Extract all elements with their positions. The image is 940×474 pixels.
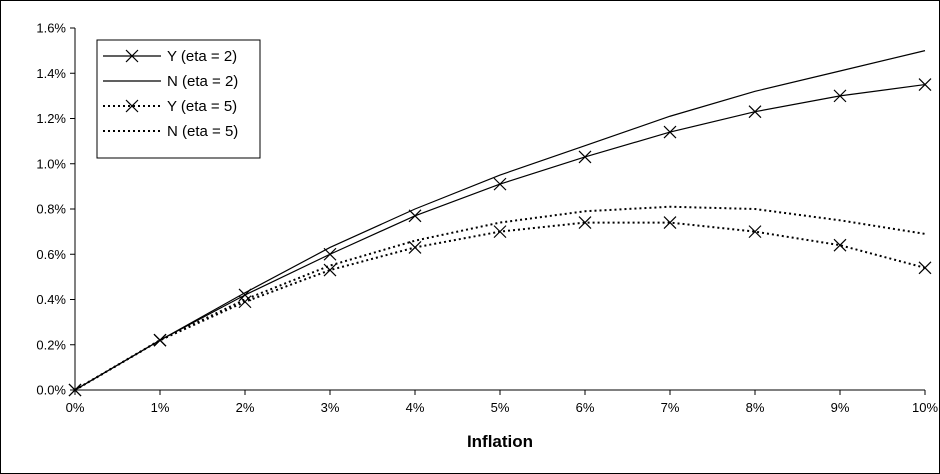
y-tick-label: 0.8% <box>36 202 66 217</box>
series-line <box>74 221 926 391</box>
y-tick-label: 1.0% <box>36 156 66 171</box>
legend: Y (eta = 2) N (eta = 2) Y (eta = 5) N (eta … <box>96 39 261 159</box>
data-point-marker <box>748 225 762 239</box>
x-tick-label: 6% <box>576 400 595 415</box>
data-point-marker <box>323 263 337 277</box>
legend-label: N (eta = 5) <box>167 123 238 140</box>
legend-item: N (eta = 5) <box>103 123 238 140</box>
legend-label: N (eta = 2) <box>167 73 238 90</box>
data-point-marker <box>663 216 677 229</box>
series-line <box>74 50 926 391</box>
data-point-marker <box>748 105 762 119</box>
legend-marker-x-icon <box>125 99 139 113</box>
data-point-marker <box>918 78 932 91</box>
x-tick-label: 7% <box>661 400 680 415</box>
data-point-marker <box>153 333 167 347</box>
data-point-marker <box>493 177 507 191</box>
y-tick-label: 1.4% <box>36 66 66 81</box>
series-y-eta-5 <box>68 216 932 397</box>
data-point-marker <box>663 125 677 139</box>
legend-box <box>96 39 261 159</box>
x-axis: 0% 1% 2% 3% 4% 5% 6% 7% 8% 9% 10% <box>66 389 938 415</box>
x-tick-label: 9% <box>831 400 850 415</box>
series-layer <box>68 50 932 397</box>
x-tick-label: 0% <box>66 400 85 415</box>
series-n-eta-5 <box>74 205 926 391</box>
legend-label: Y (eta = 2) <box>167 48 237 65</box>
x-axis-title: Inflation <box>467 432 533 451</box>
legend-marker-x-icon <box>125 49 139 63</box>
legend-item: N (eta = 2) <box>103 73 238 90</box>
data-point-marker <box>578 216 592 229</box>
data-point-marker <box>918 261 932 275</box>
data-point-marker <box>408 241 422 254</box>
data-point-marker <box>578 150 592 164</box>
y-tick-label: 0.4% <box>36 292 66 307</box>
x-tick-label: 10% <box>912 400 938 415</box>
series-line <box>74 205 926 391</box>
x-tick-label: 5% <box>491 400 510 415</box>
y-tick-label: 0.0% <box>36 383 66 398</box>
legend-item: Y (eta = 2) <box>103 48 237 65</box>
y-tick-label: 1.2% <box>36 111 66 126</box>
x-tick-label: 2% <box>236 400 255 415</box>
x-tick-label: 8% <box>746 400 765 415</box>
data-point-marker <box>408 209 422 223</box>
x-tick-label: 1% <box>151 400 170 415</box>
x-tick-label: 4% <box>406 400 425 415</box>
data-point-marker <box>833 89 847 103</box>
y-tick-label: 1.6% <box>36 21 66 36</box>
y-tick-label: 0.6% <box>36 247 66 262</box>
x-tick-label: 3% <box>321 400 340 415</box>
y-tick-label: 0.2% <box>36 337 66 352</box>
data-point-marker <box>238 295 252 309</box>
y-axis: 0.0% 0.2% 0.4% 0.6% 0.8% 1.0% 1.2% 1.4% 1.6% <box>36 21 76 398</box>
data-point-marker <box>833 238 847 252</box>
data-point-marker <box>493 225 507 239</box>
legend-label: Y (eta = 5) <box>167 98 237 115</box>
series-n-eta-2 <box>74 50 926 391</box>
legend-item: Y (eta = 5) <box>103 98 237 115</box>
